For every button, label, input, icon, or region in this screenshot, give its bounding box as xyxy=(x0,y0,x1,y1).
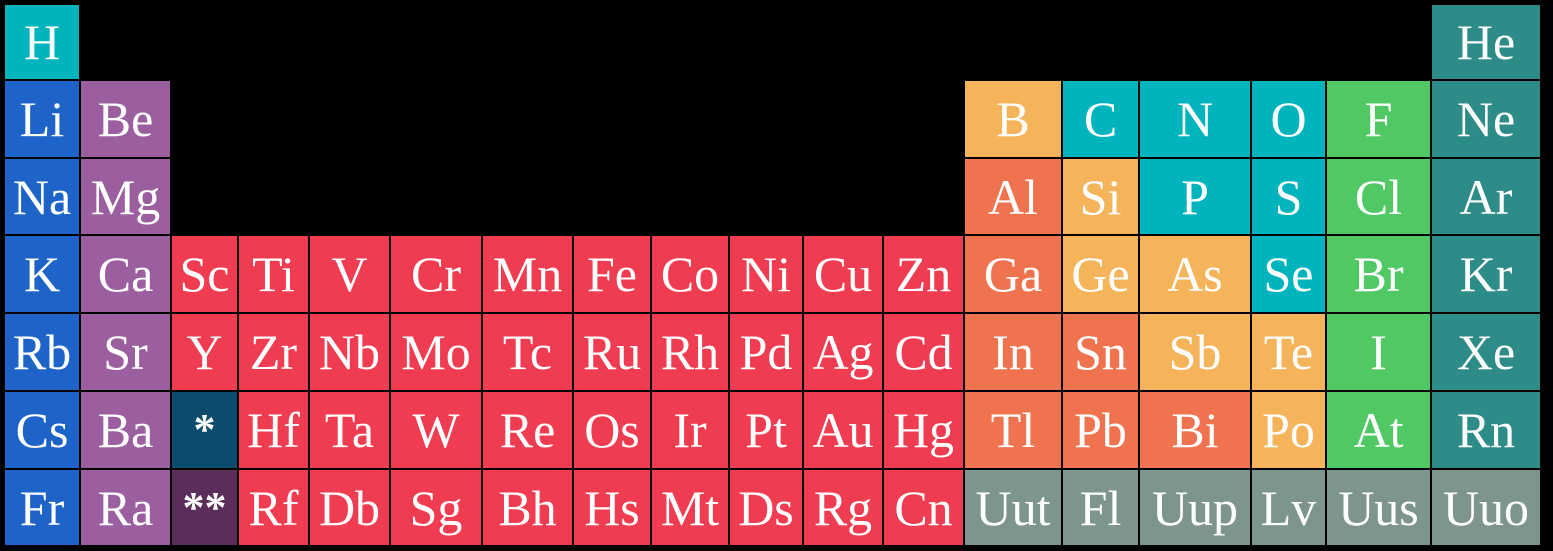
element-cd[interactable]: Cd xyxy=(884,314,963,390)
element-tl[interactable]: Tl xyxy=(965,392,1061,468)
element-h[interactable]: H xyxy=(5,5,79,79)
element-br[interactable]: Br xyxy=(1327,236,1430,312)
element-hg[interactable]: Hg xyxy=(884,392,963,468)
element-fe[interactable]: Fe xyxy=(574,236,650,312)
lanthanide-placeholder[interactable]: * xyxy=(172,392,237,468)
element-rn[interactable]: Rn xyxy=(1432,392,1540,468)
element-al[interactable]: Al xyxy=(965,159,1061,234)
element-zn[interactable]: Zn xyxy=(884,236,963,312)
element-uut[interactable]: Uut xyxy=(965,470,1061,545)
element-ag[interactable]: Ag xyxy=(804,314,882,390)
element-ca[interactable]: Ca xyxy=(81,236,170,312)
actinide-placeholder[interactable]: ** xyxy=(172,470,237,545)
element-te[interactable]: Te xyxy=(1252,314,1325,390)
element-o[interactable]: O xyxy=(1252,81,1325,157)
element-bi[interactable]: Bi xyxy=(1140,392,1250,468)
element-rg[interactable]: Rg xyxy=(804,470,882,545)
element-ti[interactable]: Ti xyxy=(239,236,308,312)
element-b[interactable]: B xyxy=(965,81,1061,157)
element-cl[interactable]: Cl xyxy=(1327,159,1430,234)
element-lv[interactable]: Lv xyxy=(1252,470,1325,545)
element-sr[interactable]: Sr xyxy=(81,314,170,390)
element-zr[interactable]: Zr xyxy=(239,314,308,390)
element-c[interactable]: C xyxy=(1063,81,1138,157)
element-ne[interactable]: Ne xyxy=(1432,81,1540,157)
element-kr[interactable]: Kr xyxy=(1432,236,1540,312)
element-s[interactable]: S xyxy=(1252,159,1325,234)
element-sg[interactable]: Sg xyxy=(391,470,481,545)
element-y[interactable]: Y xyxy=(172,314,237,390)
element-si[interactable]: Si xyxy=(1063,159,1138,234)
element-v[interactable]: V xyxy=(310,236,389,312)
element-uup[interactable]: Uup xyxy=(1140,470,1250,545)
element-w[interactable]: W xyxy=(391,392,481,468)
element-nb[interactable]: Nb xyxy=(310,314,389,390)
element-pt[interactable]: Pt xyxy=(730,392,802,468)
element-cr[interactable]: Cr xyxy=(391,236,481,312)
element-ta[interactable]: Ta xyxy=(310,392,389,468)
element-uuo[interactable]: Uuo xyxy=(1432,470,1540,545)
element-co[interactable]: Co xyxy=(652,236,728,312)
element-hs[interactable]: Hs xyxy=(574,470,650,545)
element-at[interactable]: At xyxy=(1327,392,1430,468)
element-mo[interactable]: Mo xyxy=(391,314,481,390)
element-ba[interactable]: Ba xyxy=(81,392,170,468)
element-au[interactable]: Au xyxy=(804,392,882,468)
element-ra[interactable]: Ra xyxy=(81,470,170,545)
element-bh[interactable]: Bh xyxy=(483,470,572,545)
element-ge[interactable]: Ge xyxy=(1063,236,1138,312)
element-ds[interactable]: Ds xyxy=(730,470,802,545)
element-rh[interactable]: Rh xyxy=(652,314,728,390)
element-rb[interactable]: Rb xyxy=(5,314,79,390)
element-n[interactable]: N xyxy=(1140,81,1250,157)
element-fl[interactable]: Fl xyxy=(1063,470,1138,545)
element-mt[interactable]: Mt xyxy=(652,470,728,545)
element-fr[interactable]: Fr xyxy=(5,470,79,545)
element-cn[interactable]: Cn xyxy=(884,470,963,545)
element-os[interactable]: Os xyxy=(574,392,650,468)
element-in[interactable]: In xyxy=(965,314,1061,390)
element-po[interactable]: Po xyxy=(1252,392,1325,468)
element-p[interactable]: P xyxy=(1140,159,1250,234)
element-ru[interactable]: Ru xyxy=(574,314,650,390)
element-sb[interactable]: Sb xyxy=(1140,314,1250,390)
element-rf[interactable]: Rf xyxy=(239,470,308,545)
element-ar[interactable]: Ar xyxy=(1432,159,1540,234)
element-cs[interactable]: Cs xyxy=(5,392,79,468)
element-pd[interactable]: Pd xyxy=(730,314,802,390)
element-uus[interactable]: Uus xyxy=(1327,470,1430,545)
element-re[interactable]: Re xyxy=(483,392,572,468)
element-mn[interactable]: Mn xyxy=(483,236,572,312)
element-ga[interactable]: Ga xyxy=(965,236,1061,312)
element-as[interactable]: As xyxy=(1140,236,1250,312)
element-se[interactable]: Se xyxy=(1252,236,1325,312)
element-he[interactable]: He xyxy=(1432,5,1540,79)
element-mg[interactable]: Mg xyxy=(81,159,170,234)
element-i[interactable]: I xyxy=(1327,314,1430,390)
element-cu[interactable]: Cu xyxy=(804,236,882,312)
element-li[interactable]: Li xyxy=(5,81,79,157)
element-na[interactable]: Na xyxy=(5,159,79,234)
element-k[interactable]: K xyxy=(5,236,79,312)
element-db[interactable]: Db xyxy=(310,470,389,545)
element-hf[interactable]: Hf xyxy=(239,392,308,468)
element-sn[interactable]: Sn xyxy=(1063,314,1138,390)
element-xe[interactable]: Xe xyxy=(1432,314,1540,390)
element-f[interactable]: F xyxy=(1327,81,1430,157)
element-be[interactable]: Be xyxy=(81,81,170,157)
element-pb[interactable]: Pb xyxy=(1063,392,1138,468)
element-ni[interactable]: Ni xyxy=(730,236,802,312)
element-sc[interactable]: Sc xyxy=(172,236,237,312)
element-ir[interactable]: Ir xyxy=(652,392,728,468)
element-tc[interactable]: Tc xyxy=(483,314,572,390)
